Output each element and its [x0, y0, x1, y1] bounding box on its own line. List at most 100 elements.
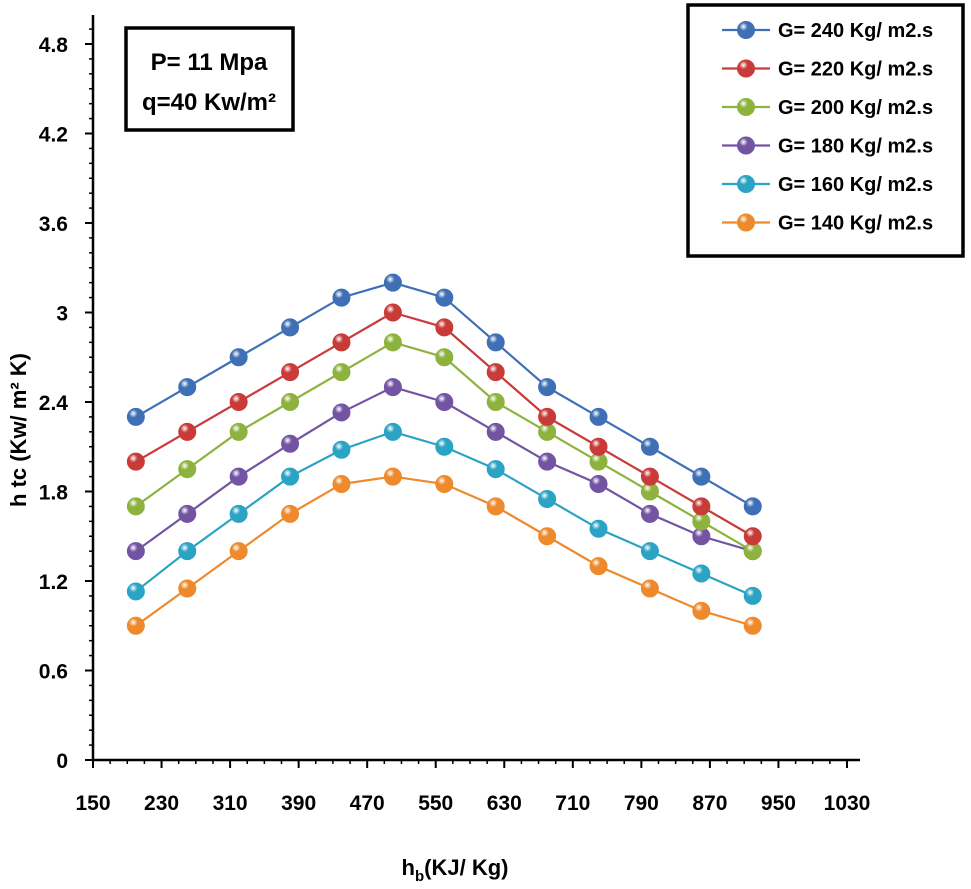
legend-label: G= 220 Kg/ m2.s [778, 59, 933, 81]
x-tick-label: 870 [692, 792, 727, 815]
data-point [435, 393, 454, 411]
data-point [640, 437, 659, 456]
data-point [486, 363, 505, 382]
x-axis-title-main: h [402, 855, 415, 880]
x-tick-label: 390 [281, 792, 316, 815]
annotation-box: P= 11 Mpa q=40 Kw/m² [124, 26, 295, 132]
data-point [229, 348, 248, 367]
data-point [538, 378, 557, 397]
x-axis-title-sub: b [415, 868, 424, 885]
data-point [486, 393, 505, 411]
data-point [332, 288, 351, 307]
data-point [332, 333, 351, 352]
data-point [589, 557, 608, 576]
series-g-200-kg-m2-s [126, 333, 762, 561]
x-tick-label: 550 [418, 792, 453, 815]
legend-item: G= 160 Kg/ m2.s [722, 174, 933, 196]
data-point [486, 333, 505, 352]
data-point [178, 504, 197, 523]
data-point [486, 460, 505, 479]
x-tick-label: 710 [555, 792, 590, 815]
annotation-pressure: P= 11 Mpa [151, 49, 268, 76]
data-point [692, 497, 711, 516]
series-line [135, 385, 754, 553]
x-tick-label: 790 [624, 792, 659, 815]
data-point [126, 497, 145, 516]
data-point [383, 273, 402, 292]
data-point [281, 504, 300, 523]
x-ticks: 150 230 310 390 470 550 630 710 790 870 950 1030 [75, 760, 870, 815]
y-tick-label: 1.8 [39, 482, 69, 505]
data-point [383, 467, 402, 486]
series-line [135, 475, 754, 627]
y-tick-label: 2.4 [39, 392, 69, 415]
x-tick-label: 470 [350, 792, 385, 815]
data-point [538, 452, 557, 471]
data-point [332, 403, 351, 422]
y-tick-label: 4.8 [39, 34, 69, 57]
data-point [538, 407, 557, 426]
data-point [435, 348, 454, 367]
legend-marker [737, 21, 755, 39]
data-point [692, 564, 711, 583]
legend-item: G= 140 Kg/ m2.s [722, 213, 933, 235]
data-point [743, 586, 762, 605]
data-point [692, 467, 711, 486]
data-point [229, 422, 248, 441]
data-point [332, 363, 351, 382]
data-point [640, 467, 659, 486]
legend-marker [737, 213, 755, 232]
legend-label: G= 180 Kg/ m2.s [778, 136, 933, 158]
series-g-140-kg-m2-s [126, 467, 762, 635]
data-point [435, 475, 454, 494]
data-point [486, 497, 505, 516]
data-point [281, 318, 300, 337]
legend-item: G= 180 Kg/ m2.s [722, 136, 933, 158]
data-point [332, 440, 351, 459]
legend-marker [737, 136, 755, 155]
data-point [383, 303, 402, 322]
data-point [743, 616, 762, 635]
x-tick-label: 230 [144, 792, 179, 815]
annotation-frame [124, 26, 295, 132]
legend-item: G= 240 Kg/ m2.s [722, 20, 933, 42]
data-point [126, 582, 145, 601]
data-point [229, 542, 248, 561]
legend-item: G= 220 Kg/ m2.s [722, 59, 933, 81]
legend-label: G= 140 Kg/ m2.s [778, 213, 933, 235]
y-tick-label: 1.2 [39, 571, 68, 594]
data-point [435, 288, 454, 307]
data-point [383, 378, 402, 397]
y-ticks: 0 0.6 1.2 1.8 2.4 3 3.6 4.2 4.8 [39, 28, 93, 773]
x-tick-label: 630 [487, 792, 522, 815]
legend-marker [737, 175, 755, 193]
y-tick-label: 3.6 [39, 213, 68, 236]
data-point [383, 422, 402, 441]
data-point [178, 542, 197, 561]
data-point [589, 519, 608, 538]
series-line [135, 430, 754, 597]
data-point [126, 407, 145, 426]
data-point [178, 460, 197, 479]
data-point [538, 489, 557, 508]
data-point [640, 504, 659, 523]
x-tick-label: 150 [75, 792, 110, 815]
series-line [135, 311, 754, 538]
data-point [281, 363, 300, 382]
data-point [743, 497, 762, 516]
legend-label: G= 160 Kg/ m2.s [778, 174, 933, 196]
y-axis-title: h tc (Kw/ m² K) [6, 353, 31, 507]
legend-label: G= 240 Kg/ m2.s [778, 20, 933, 42]
x-axis-title-rest: (KJ/ Kg) [424, 855, 508, 880]
series-g-220-kg-m2-s [126, 303, 762, 546]
data-point [692, 601, 711, 620]
y-tick-label: 4.2 [39, 124, 68, 147]
data-point [743, 527, 762, 546]
series-g-240-kg-m2-s [126, 273, 762, 516]
data-point [126, 616, 145, 635]
data-point [589, 437, 608, 456]
data-point [435, 437, 454, 456]
x-tick-label: 1030 [824, 792, 871, 815]
data-point [229, 504, 248, 523]
